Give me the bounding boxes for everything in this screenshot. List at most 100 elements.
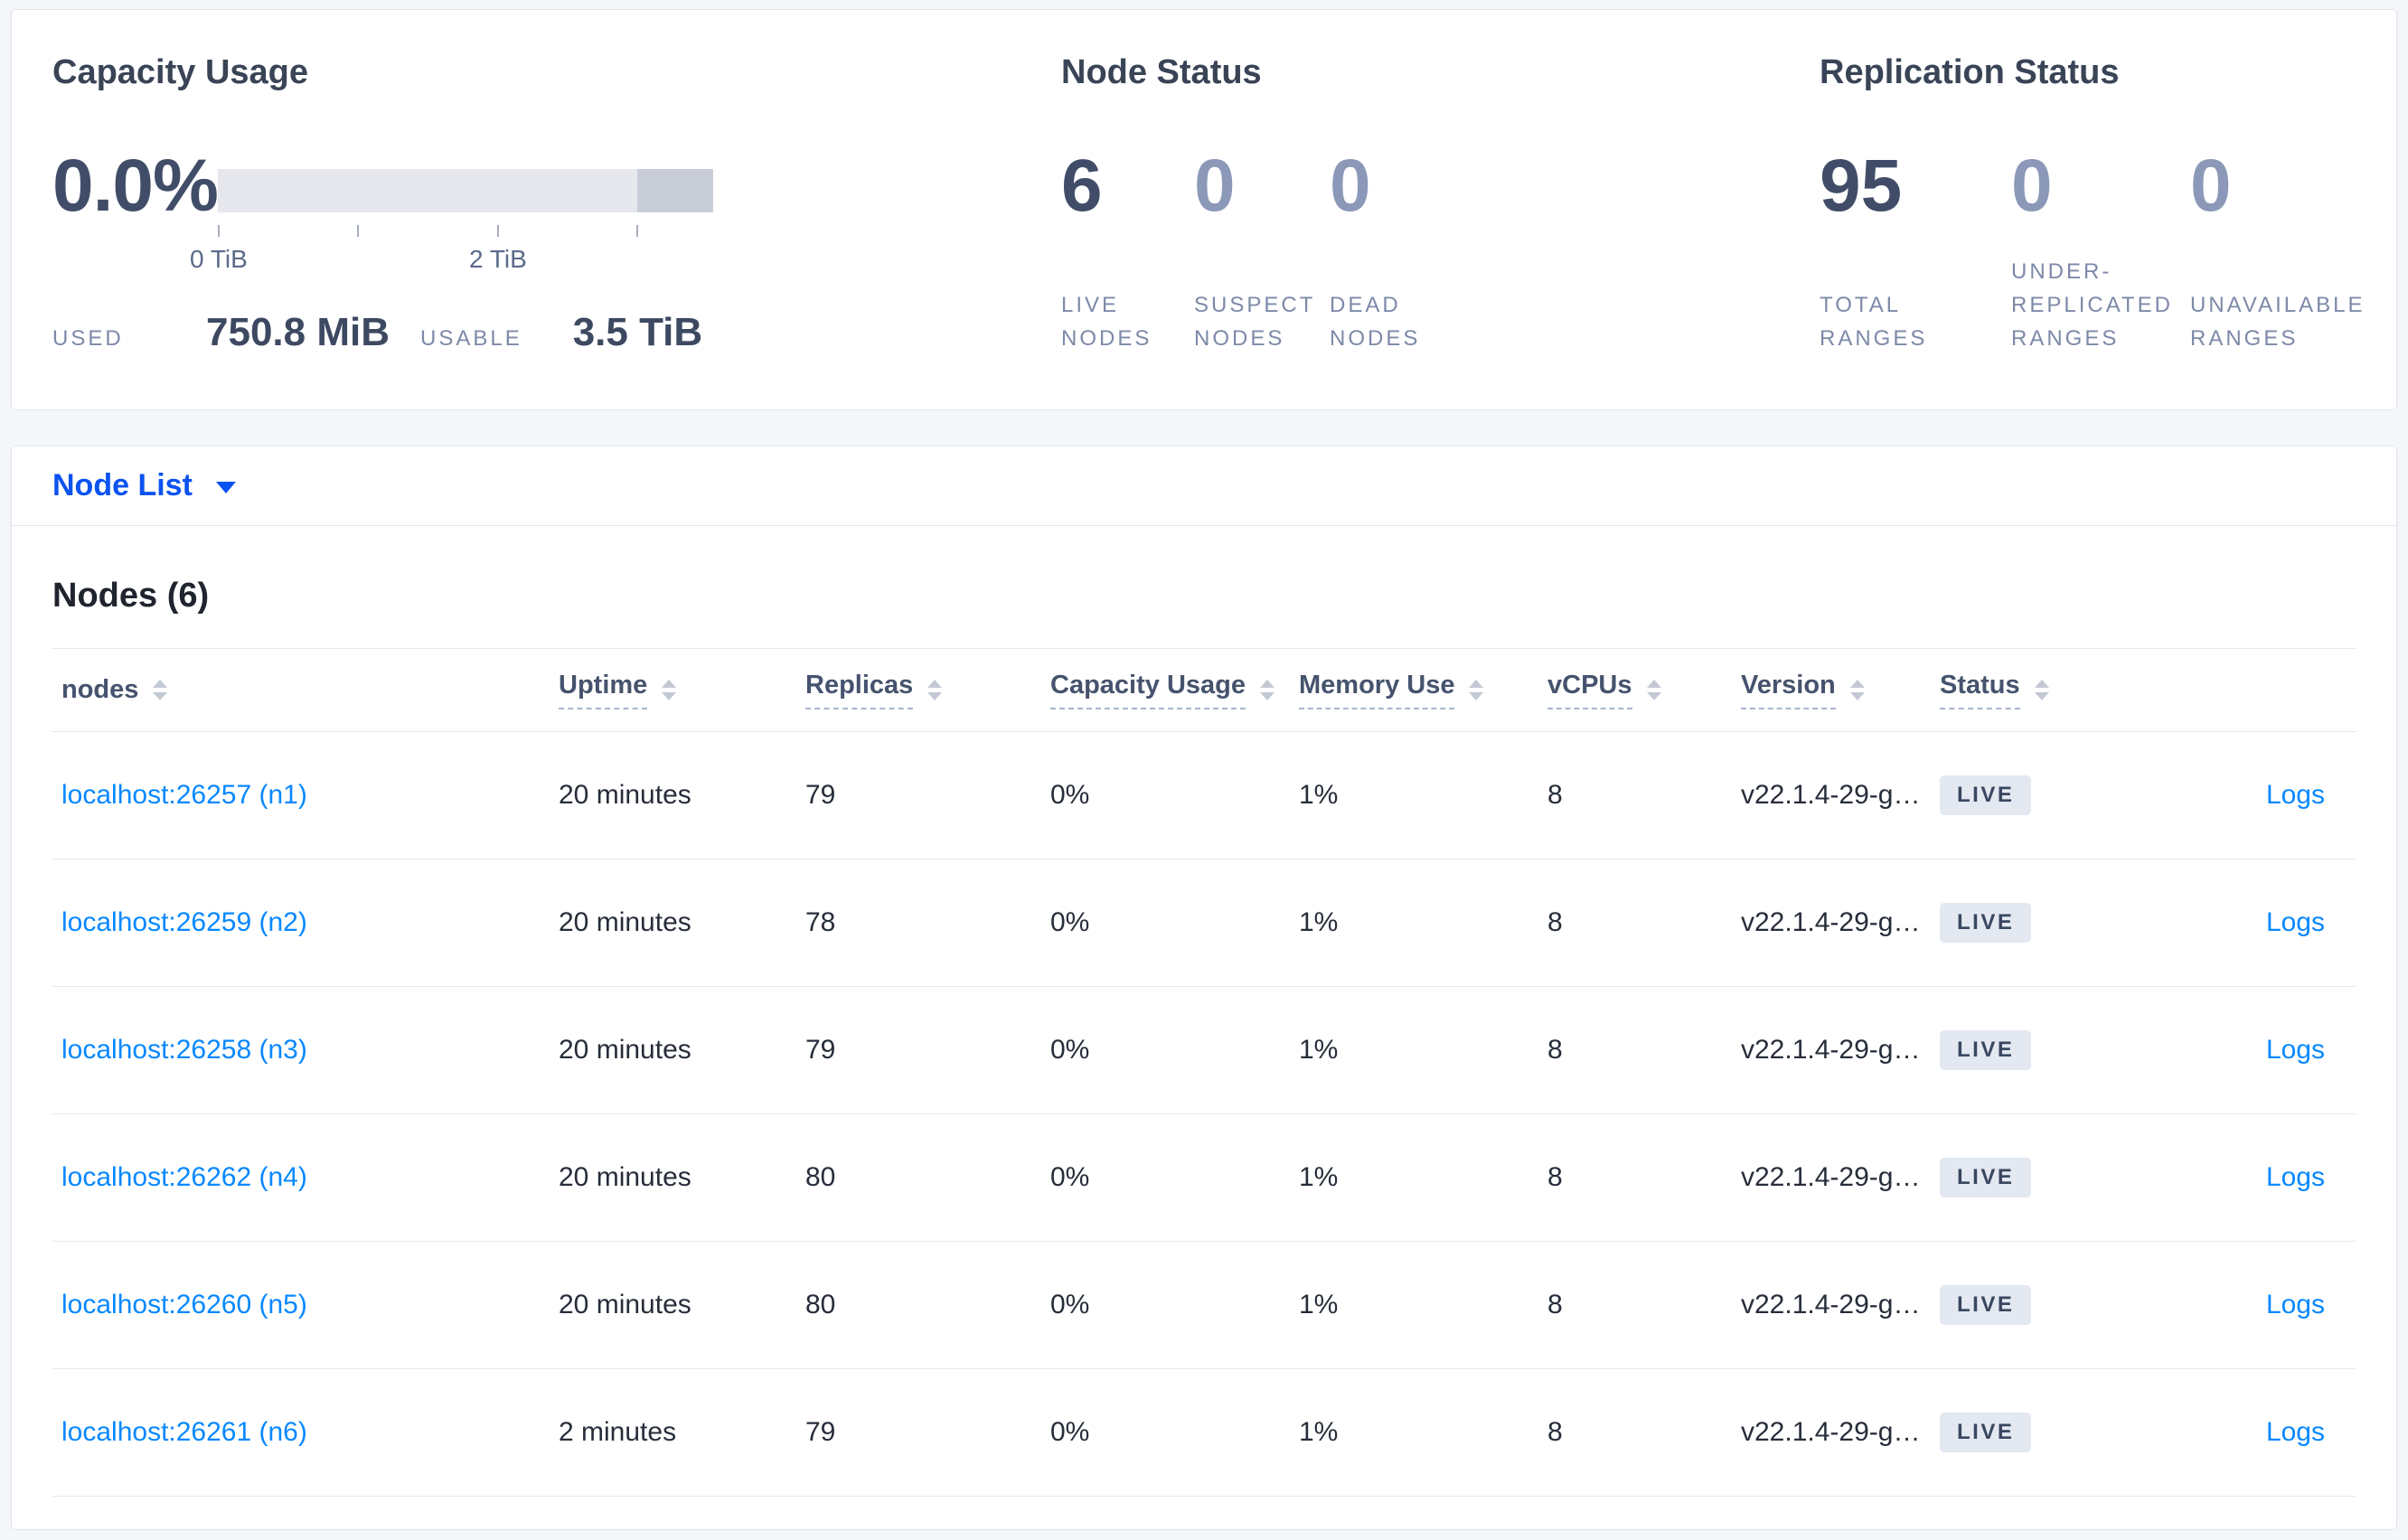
uptime-cell: 20 minutes (550, 1113, 796, 1242)
status-badge: LIVE (1940, 775, 2032, 815)
logs-link[interactable]: Logs (2265, 1162, 2325, 1192)
unavailable-ranges-value: 0 (2190, 145, 2232, 227)
logs-link[interactable]: Logs (2265, 780, 2325, 810)
node-link[interactable]: localhost:26260 (n5) (61, 1290, 307, 1319)
replicas-cell: 80 (796, 1241, 1041, 1369)
logs-link[interactable]: Logs (2265, 1290, 2325, 1319)
capacity-bar-chart: 0 TiB 2 TiB (190, 169, 713, 273)
version-cell: v22.1.4-29-g… (1732, 986, 1931, 1114)
version-cell: v22.1.4-29-g… (1732, 731, 1931, 859)
unavailable-ranges-label: UNAVAILABLE RANGES (2190, 293, 2366, 351)
replication-status-title: Replication Status (1820, 53, 2120, 91)
vcpus-cell: 8 (1538, 1241, 1732, 1369)
axis-tick-label: 2 TiB (469, 245, 527, 273)
uptime-cell: 2 minutes (550, 1368, 796, 1497)
node-row: localhost:26261 (n6) 2 minutes 79 0% 1% … (52, 1368, 2356, 1497)
column-header-nodes[interactable]: nodes (52, 648, 550, 732)
memory-use-cell: 1% (1290, 1368, 1538, 1497)
capacity-percent-value: 0.0% (52, 145, 219, 227)
version-cell: v22.1.4-29-g… (1732, 1113, 1931, 1242)
node-row: localhost:26262 (n4) 20 minutes 80 0% 1%… (52, 1113, 2356, 1242)
under-replicated-ranges-value: 0 (2011, 145, 2053, 227)
total-ranges-stat: 95 TOTAL RANGES (1820, 149, 1991, 355)
node-link[interactable]: localhost:26257 (n1) (61, 780, 307, 810)
node-link[interactable]: localhost:26261 (n6) (61, 1417, 307, 1447)
under-replicated-ranges-stat: 0 UNDER-REPLICATED RANGES (2011, 149, 2190, 355)
node-status-title: Node Status (1061, 53, 1262, 91)
axis-tick (635, 225, 638, 237)
version-cell: v22.1.4-29-g… (1732, 1368, 1931, 1497)
dead-nodes-label: DEAD NODES (1330, 293, 1421, 351)
axis-tick (217, 225, 220, 237)
uptime-cell: 20 minutes (550, 731, 796, 859)
column-header-status[interactable]: Status (1931, 648, 2130, 732)
axis-tick-label: 0 TiB (190, 245, 248, 273)
logs-link[interactable]: Logs (2265, 907, 2325, 937)
caret-down-icon (215, 482, 236, 493)
column-header-vcpus[interactable]: vCPUs (1538, 648, 1732, 732)
capacity-bar (217, 169, 713, 212)
logs-link[interactable]: Logs (2265, 1035, 2325, 1065)
capacity-usage-cell: 0% (1041, 1241, 1290, 1369)
dead-nodes-stat: 0 DEAD NODES (1330, 149, 1483, 355)
capacity-usage-title: Capacity Usage (52, 53, 309, 91)
status-badge: LIVE (1940, 1030, 2032, 1070)
sort-icon (1646, 680, 1661, 700)
node-list-dropdown-label: Node List (52, 468, 193, 502)
vcpus-cell: 8 (1538, 731, 1732, 859)
usable-label: USABLE (419, 326, 522, 351)
status-badge: LIVE (1940, 1413, 2032, 1452)
node-row: localhost:26257 (n1) 20 minutes 79 0% 1%… (52, 731, 2356, 859)
node-link[interactable]: localhost:26259 (n2) (61, 907, 307, 937)
column-header-logs (2130, 648, 2356, 732)
capacity-bar-end-segment (636, 169, 713, 212)
status-badge: LIVE (1940, 1285, 2032, 1325)
view-selector-bar: Node List (12, 446, 2396, 526)
node-link[interactable]: localhost:26258 (n3) (61, 1035, 307, 1065)
replication-status-section: Replication Status 95 TOTAL RANGES 0 UND… (1820, 52, 2408, 409)
column-header-memory-use[interactable]: Memory Use (1290, 648, 1538, 732)
capacity-usage-cell: 0% (1041, 1368, 1290, 1497)
total-ranges-value: 95 (1820, 145, 1903, 227)
unavailable-ranges-stat: 0 UNAVAILABLE RANGES (2190, 149, 2408, 355)
axis-tick (356, 225, 359, 237)
node-link[interactable]: localhost:26262 (n4) (61, 1162, 307, 1192)
node-list-dropdown[interactable]: Node List (52, 468, 236, 503)
replicas-cell: 79 (796, 986, 1041, 1114)
memory-use-cell: 1% (1290, 1241, 1538, 1369)
memory-use-cell: 1% (1290, 731, 1538, 859)
node-row: localhost:26258 (n3) 20 minutes 79 0% 1%… (52, 986, 2356, 1114)
under-replicated-ranges-label: UNDER-REPLICATED RANGES (2011, 259, 2173, 351)
status-badge: LIVE (1940, 903, 2032, 943)
capacity-usage-cell: 0% (1041, 986, 1290, 1114)
sort-icon (1849, 680, 1865, 700)
uptime-cell: 20 minutes (550, 859, 796, 987)
live-nodes-stat: 6 LIVE NODES (1061, 149, 1179, 355)
usable-value: 3.5 TiB (572, 310, 703, 354)
sort-icon (662, 680, 677, 700)
column-header-version[interactable]: Version (1732, 648, 1931, 732)
column-header-replicas[interactable]: Replicas (796, 648, 1041, 732)
replicas-cell: 78 (796, 859, 1041, 987)
live-nodes-label: LIVE NODES (1061, 293, 1152, 351)
node-row: localhost:26260 (n5) 20 minutes 80 0% 1%… (52, 1241, 2356, 1369)
column-header-uptime[interactable]: Uptime (550, 648, 796, 732)
capacity-usage-cell: 0% (1041, 731, 1290, 859)
nodes-heading: Nodes (6) (52, 577, 210, 615)
status-badge: LIVE (1940, 1158, 2032, 1197)
axis-tick (496, 225, 499, 237)
logs-link[interactable]: Logs (2265, 1417, 2325, 1447)
sort-icon (2034, 680, 2049, 700)
replicas-cell: 79 (796, 1368, 1041, 1497)
live-nodes-value: 6 (1061, 145, 1103, 227)
vcpus-cell: 8 (1538, 986, 1732, 1114)
capacity-usage-section: Capacity Usage 0.0% 0 TiB 2 TiB USED (52, 52, 1061, 409)
memory-use-cell: 1% (1290, 859, 1538, 987)
replicas-cell: 80 (796, 1113, 1041, 1242)
suspect-nodes-label: SUSPECT NODES (1194, 293, 1315, 351)
sort-icon (153, 680, 168, 700)
column-header-capacity-usage[interactable]: Capacity Usage (1041, 648, 1290, 732)
sort-icon (927, 680, 943, 700)
uptime-cell: 20 minutes (550, 1241, 796, 1369)
memory-use-cell: 1% (1290, 1113, 1538, 1242)
